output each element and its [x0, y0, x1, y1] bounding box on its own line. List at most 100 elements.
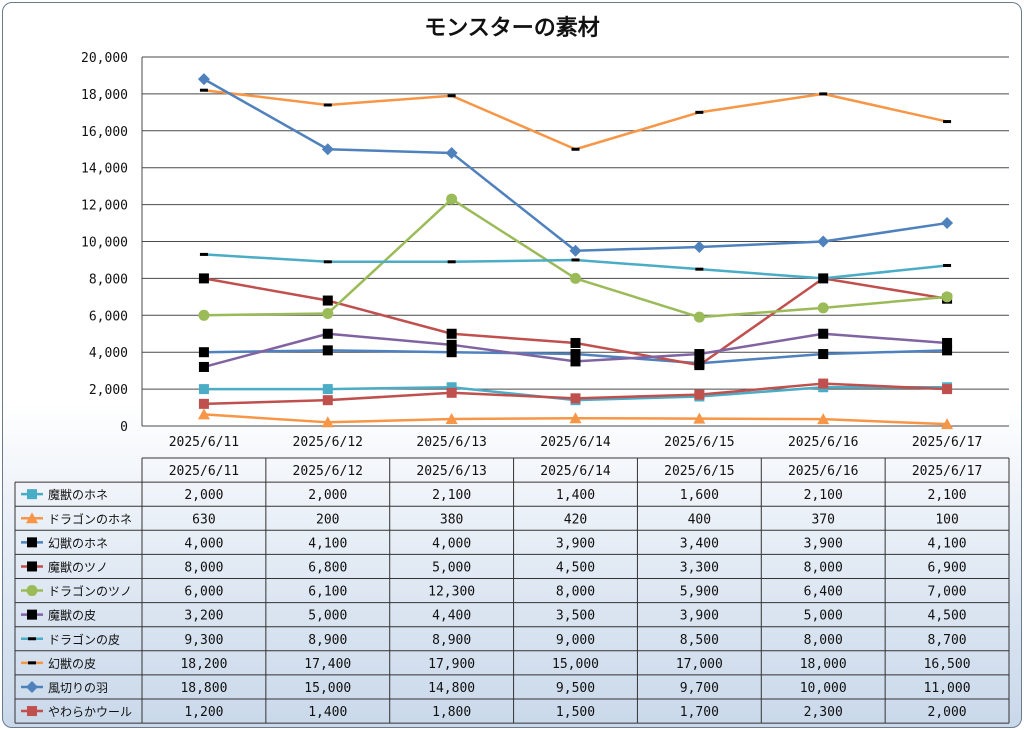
table-cell: 9,300 [184, 633, 223, 648]
table-header-cell: 2025/6/17 [912, 464, 982, 479]
data-point [941, 217, 954, 230]
table-cell: 8,500 [680, 633, 719, 648]
table-header-cell: 2025/6/16 [788, 464, 858, 479]
table-cell: 420 [564, 512, 587, 527]
y-tick-label: 6,000 [89, 309, 128, 324]
data-point [322, 395, 333, 406]
table-cell: 2,100 [928, 488, 967, 503]
data-point [27, 561, 37, 572]
x-tick-label: 2025/6/14 [540, 435, 611, 450]
data-point [447, 260, 456, 264]
table-cell: 18,000 [800, 657, 847, 672]
data-point [28, 661, 36, 665]
table-cell: 400 [688, 512, 711, 527]
data-point [818, 328, 829, 339]
table-cell: 15,000 [552, 657, 599, 672]
table-row-label: 魔獣の皮 [48, 608, 96, 623]
data-point [446, 347, 457, 358]
data-point [322, 328, 333, 339]
data-point [942, 384, 953, 395]
table-cell: 9,000 [556, 633, 595, 648]
data-point [27, 489, 37, 500]
data-point [26, 585, 38, 597]
table-cell: 8,000 [804, 560, 843, 575]
y-tick-label: 10,000 [81, 236, 128, 251]
table-cell: 5,000 [308, 609, 347, 624]
x-tick-label: 2025/6/17 [912, 435, 982, 450]
data-point [197, 73, 210, 86]
table-cell: 8,900 [308, 633, 347, 648]
data-point [818, 378, 829, 389]
data-point [446, 387, 457, 398]
table-cell: 1,500 [556, 705, 595, 720]
table-cell: 3,900 [556, 536, 595, 551]
data-point [943, 120, 952, 124]
data-point [693, 241, 706, 254]
table-cell: 6,100 [308, 585, 347, 600]
data-point [27, 537, 37, 548]
table-header-cell: 2025/6/12 [293, 464, 363, 479]
table-row-label: 魔獣のホネ [48, 487, 108, 502]
data-table: 2025/6/11 2025/6/12 2025/6/13 2025/6/14 2025… [14, 457, 1010, 724]
table-row-label: やわらかウール [48, 705, 132, 719]
table-row-label: ドラゴンのホネ [48, 511, 132, 526]
table-header-cell: 2025/6/14 [540, 464, 611, 479]
data-point [26, 512, 38, 524]
table-cell: 17,000 [676, 657, 723, 672]
table-cell: 9,700 [680, 681, 719, 696]
table-row-label: 幻獣のホネ [48, 536, 108, 550]
table-cell: 18,200 [180, 657, 227, 672]
data-point [28, 637, 36, 641]
data-point [197, 408, 210, 420]
table-cell: 4,000 [184, 536, 223, 551]
data-point [447, 94, 456, 98]
table-cell: 16,500 [924, 657, 971, 672]
data-point [693, 311, 705, 323]
data-point [198, 398, 209, 409]
x-tick-label: 2025/6/11 [169, 435, 239, 450]
y-tick-label: 4,000 [89, 346, 128, 361]
data-point [693, 412, 706, 424]
data-point [571, 258, 580, 262]
table-cell: 5,000 [804, 609, 843, 624]
table-row-label: 風切りの羽 [48, 681, 108, 695]
x-tick-label: 2025/6/12 [293, 435, 363, 450]
table-cell: 2,000 [928, 705, 967, 720]
table-cell: 14,800 [428, 681, 475, 696]
table-cell: 8,700 [928, 633, 967, 648]
y-tick-label: 14,000 [81, 162, 128, 177]
table-cell: 2,100 [432, 488, 471, 503]
table-cell: 1,400 [556, 488, 595, 503]
data-point [569, 412, 582, 424]
table-cell: 5,000 [432, 560, 471, 575]
data-point [694, 360, 705, 371]
data-point [323, 103, 332, 107]
data-point [571, 147, 580, 151]
data-point [941, 418, 954, 430]
table-cell: 17,900 [428, 657, 475, 672]
data-point [446, 339, 457, 350]
data-point [819, 92, 828, 96]
chart-title: モンスターの素材 [424, 15, 600, 41]
y-tick-label: 18,000 [81, 88, 128, 103]
data-point [570, 349, 581, 360]
table-row-label: ドラゴンのツノ [48, 584, 132, 599]
y-tick-label: 8,000 [89, 272, 128, 287]
table-cell: 4,500 [928, 609, 967, 624]
data-point [198, 361, 209, 372]
data-point [445, 412, 458, 424]
data-point [818, 349, 829, 360]
table-cell: 2,300 [804, 705, 843, 720]
data-point [198, 273, 209, 284]
data-point [570, 393, 581, 404]
table-cell: 8,000 [804, 633, 843, 648]
table-cell: 3,900 [680, 609, 719, 624]
table-cell: 3,900 [804, 536, 843, 551]
table-cell: 5,900 [680, 585, 719, 600]
data-point [27, 609, 37, 620]
table-cell: 1,200 [184, 705, 223, 720]
data-point [322, 295, 333, 306]
data-point [941, 291, 953, 303]
table-cell: 3,500 [556, 609, 595, 624]
